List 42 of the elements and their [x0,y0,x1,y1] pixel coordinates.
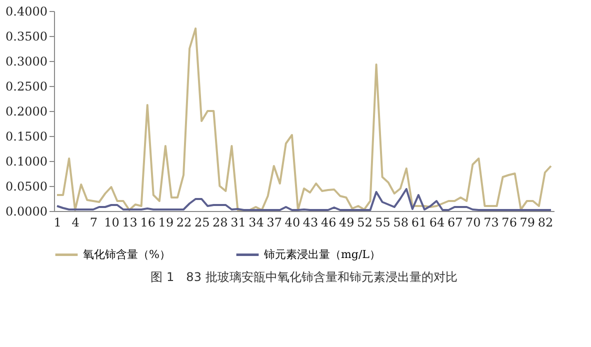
x-tick-label: 40 [284,216,300,230]
x-tick-label: 31 [230,216,246,230]
y-tick-label: 0.2500 [6,80,48,94]
line-series [56,188,552,211]
x-tick-label: 22 [176,216,192,230]
x-tick-label: 43 [302,216,318,230]
x-tick-label: 28 [212,216,228,230]
y-tick-label: 0.1000 [6,154,48,168]
x-tick-label: 10 [104,216,120,230]
line-series [56,28,552,211]
x-tick-label: 19 [158,216,174,230]
y-tick-label: 0.3500 [6,30,48,44]
y-tick-label: 0.0000 [6,204,48,218]
x-tick-label: 46 [320,216,336,230]
x-tick-label: 70 [466,216,481,230]
x-tick-label: 67 [447,216,463,230]
x-tick-label: 55 [375,216,390,230]
x-tick-label: 64 [429,216,446,230]
x-tick-label: 49 [339,216,354,230]
x-tick-label: 16 [140,216,156,230]
x-tick-label: 25 [194,216,210,230]
x-tick-label: 4 [72,216,80,230]
y-tick-label: 0.0500 [6,180,48,194]
x-tick-label: 58 [393,216,409,230]
y-tick-label: 0.1500 [6,130,48,144]
x-tick-label: 37 [266,216,282,230]
y-tick-label: 0.4000 [6,4,48,18]
x-tick-label: 13 [122,216,138,230]
x-tick-label: 79 [520,216,536,230]
text: 图 1 83 批玻璃安瓿中氧化铈含量和铈元素浸出量的对比 [150,270,458,284]
x-tick-label: 82 [538,216,554,230]
x-tick-label: 76 [502,216,517,230]
y-tick-label: 0.3000 [6,54,48,68]
x-tick-label: 61 [411,216,427,230]
x-tick-label: 52 [357,216,372,230]
x-tick-label: 1 [54,216,62,230]
legend-label: 铈元素浸出量（mg/L） [263,248,380,261]
x-tick-label: 34 [248,216,264,230]
y-tick-label: 0.2000 [6,104,48,118]
x-tick-label: 7 [90,216,98,230]
legend-label: 氧化铈含量（%） [83,248,170,261]
x-tick-label: 73 [484,216,499,230]
